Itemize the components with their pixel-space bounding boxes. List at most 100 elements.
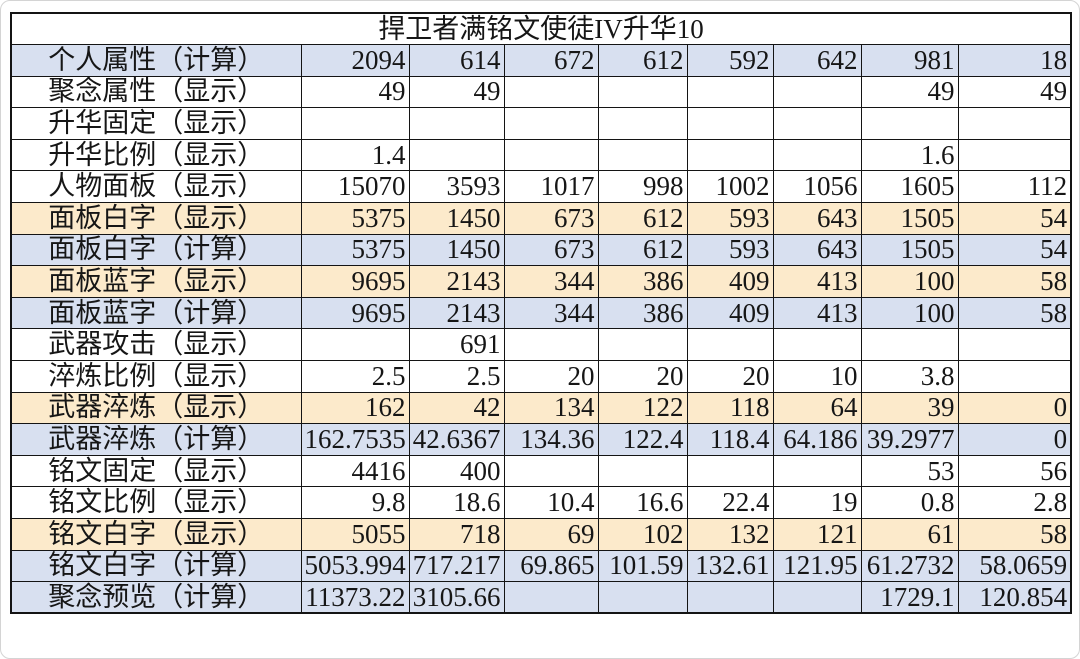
value-cell[interactable]: 101.59 (597, 549, 688, 583)
row-label-cell[interactable]: 铭文白字（显示） (10, 518, 302, 551)
value-cell[interactable]: 673 (503, 202, 599, 235)
value-cell[interactable]: 1017 (503, 170, 599, 204)
value-cell[interactable]: 1002 (686, 170, 774, 204)
value-cell[interactable]: 118.4 (686, 423, 774, 456)
value-cell[interactable]: 0.8 (860, 486, 959, 519)
value-cell[interactable]: 122 (597, 391, 688, 425)
value-cell[interactable]: 120.854 (957, 581, 1072, 614)
value-cell[interactable]: 15070 (300, 170, 410, 204)
value-cell[interactable] (860, 107, 959, 140)
value-cell[interactable]: 3105.66 (408, 581, 505, 614)
value-cell[interactable]: 10.4 (503, 486, 599, 519)
value-cell[interactable] (597, 138, 688, 172)
value-cell[interactable] (686, 581, 774, 614)
value-cell[interactable]: 614 (408, 44, 505, 77)
value-cell[interactable]: 1505 (860, 233, 959, 267)
value-cell[interactable]: 61 (860, 518, 959, 551)
value-cell[interactable]: 673 (503, 233, 599, 267)
value-cell[interactable] (957, 360, 1072, 393)
value-cell[interactable]: 5055 (300, 518, 410, 551)
value-cell[interactable]: 593 (686, 202, 774, 235)
value-cell[interactable]: 1450 (408, 202, 505, 235)
value-cell[interactable]: 409 (686, 265, 774, 298)
value-cell[interactable]: 134.36 (503, 423, 599, 456)
value-cell[interactable]: 54 (957, 202, 1072, 235)
value-cell[interactable]: 162.7535 (300, 423, 410, 456)
value-cell[interactable]: 386 (597, 296, 688, 330)
value-cell[interactable]: 2094 (300, 44, 410, 77)
value-cell[interactable] (686, 328, 774, 362)
value-cell[interactable]: 102 (597, 518, 688, 551)
value-cell[interactable]: 54 (957, 233, 1072, 267)
value-cell[interactable]: 2143 (408, 296, 505, 330)
value-cell[interactable]: 672 (503, 44, 599, 77)
value-cell[interactable] (686, 454, 774, 488)
value-cell[interactable] (408, 138, 505, 172)
value-cell[interactable] (772, 75, 862, 109)
value-cell[interactable]: 344 (503, 265, 599, 298)
value-cell[interactable]: 69.865 (503, 549, 599, 583)
value-cell[interactable]: 100 (860, 296, 959, 330)
value-cell[interactable]: 100 (860, 265, 959, 298)
value-cell[interactable]: 122.4 (597, 423, 688, 456)
value-cell[interactable]: 691 (408, 328, 505, 362)
value-cell[interactable]: 4416 (300, 454, 410, 488)
value-cell[interactable] (503, 75, 599, 109)
value-cell[interactable]: 58 (957, 518, 1072, 551)
value-cell[interactable]: 2.8 (957, 486, 1072, 519)
value-cell[interactable]: 42.6367 (408, 423, 505, 456)
value-cell[interactable] (408, 107, 505, 140)
row-label-cell[interactable]: 淬炼比例（显示） (10, 360, 302, 393)
value-cell[interactable] (503, 328, 599, 362)
value-cell[interactable]: 592 (686, 44, 774, 77)
value-cell[interactable]: 1.6 (860, 138, 959, 172)
value-cell[interactable]: 612 (597, 202, 688, 235)
row-label-cell[interactable]: 武器淬炼（显示） (10, 391, 302, 425)
value-cell[interactable] (772, 107, 862, 140)
value-cell[interactable] (686, 75, 774, 109)
value-cell[interactable]: 1.4 (300, 138, 410, 172)
value-cell[interactable]: 58.0659 (957, 549, 1072, 583)
value-cell[interactable]: 643 (772, 233, 862, 267)
row-label-cell[interactable]: 面板蓝字（显示） (10, 265, 302, 298)
value-cell[interactable]: 39.2977 (860, 423, 959, 456)
value-cell[interactable] (957, 138, 1072, 172)
value-cell[interactable]: 39 (860, 391, 959, 425)
value-cell[interactable]: 64 (772, 391, 862, 425)
value-cell[interactable] (957, 107, 1072, 140)
value-cell[interactable]: 10 (772, 360, 862, 393)
value-cell[interactable]: 5375 (300, 233, 410, 267)
row-label-cell[interactable]: 铭文比例（显示） (10, 486, 302, 519)
value-cell[interactable]: 49 (408, 75, 505, 109)
value-cell[interactable]: 9.8 (300, 486, 410, 519)
value-cell[interactable]: 718 (408, 518, 505, 551)
row-label-cell[interactable]: 面板蓝字（计算） (10, 296, 302, 330)
value-cell[interactable] (597, 107, 688, 140)
value-cell[interactable]: 58 (957, 265, 1072, 298)
value-cell[interactable] (772, 328, 862, 362)
value-cell[interactable] (686, 138, 774, 172)
value-cell[interactable]: 11373.22 (300, 581, 410, 614)
value-cell[interactable] (503, 138, 599, 172)
value-cell[interactable]: 0 (957, 391, 1072, 425)
value-cell[interactable]: 19 (772, 486, 862, 519)
value-cell[interactable]: 56 (957, 454, 1072, 488)
value-cell[interactable]: 121 (772, 518, 862, 551)
value-cell[interactable] (597, 328, 688, 362)
row-label-cell[interactable]: 武器淬炼（计算） (10, 423, 302, 456)
value-cell[interactable]: 22.4 (686, 486, 774, 519)
value-cell[interactable]: 5375 (300, 202, 410, 235)
value-cell[interactable]: 386 (597, 265, 688, 298)
value-cell[interactable]: 0 (957, 423, 1072, 456)
value-cell[interactable]: 64.186 (772, 423, 862, 456)
value-cell[interactable]: 593 (686, 233, 774, 267)
value-cell[interactable]: 69 (503, 518, 599, 551)
value-cell[interactable]: 1605 (860, 170, 959, 204)
value-cell[interactable]: 612 (597, 233, 688, 267)
row-label-cell[interactable]: 人物面板（显示） (10, 170, 302, 204)
value-cell[interactable]: 981 (860, 44, 959, 77)
value-cell[interactable] (300, 107, 410, 140)
value-cell[interactable]: 717.217 (408, 549, 505, 583)
value-cell[interactable]: 134 (503, 391, 599, 425)
value-cell[interactable] (503, 581, 599, 614)
